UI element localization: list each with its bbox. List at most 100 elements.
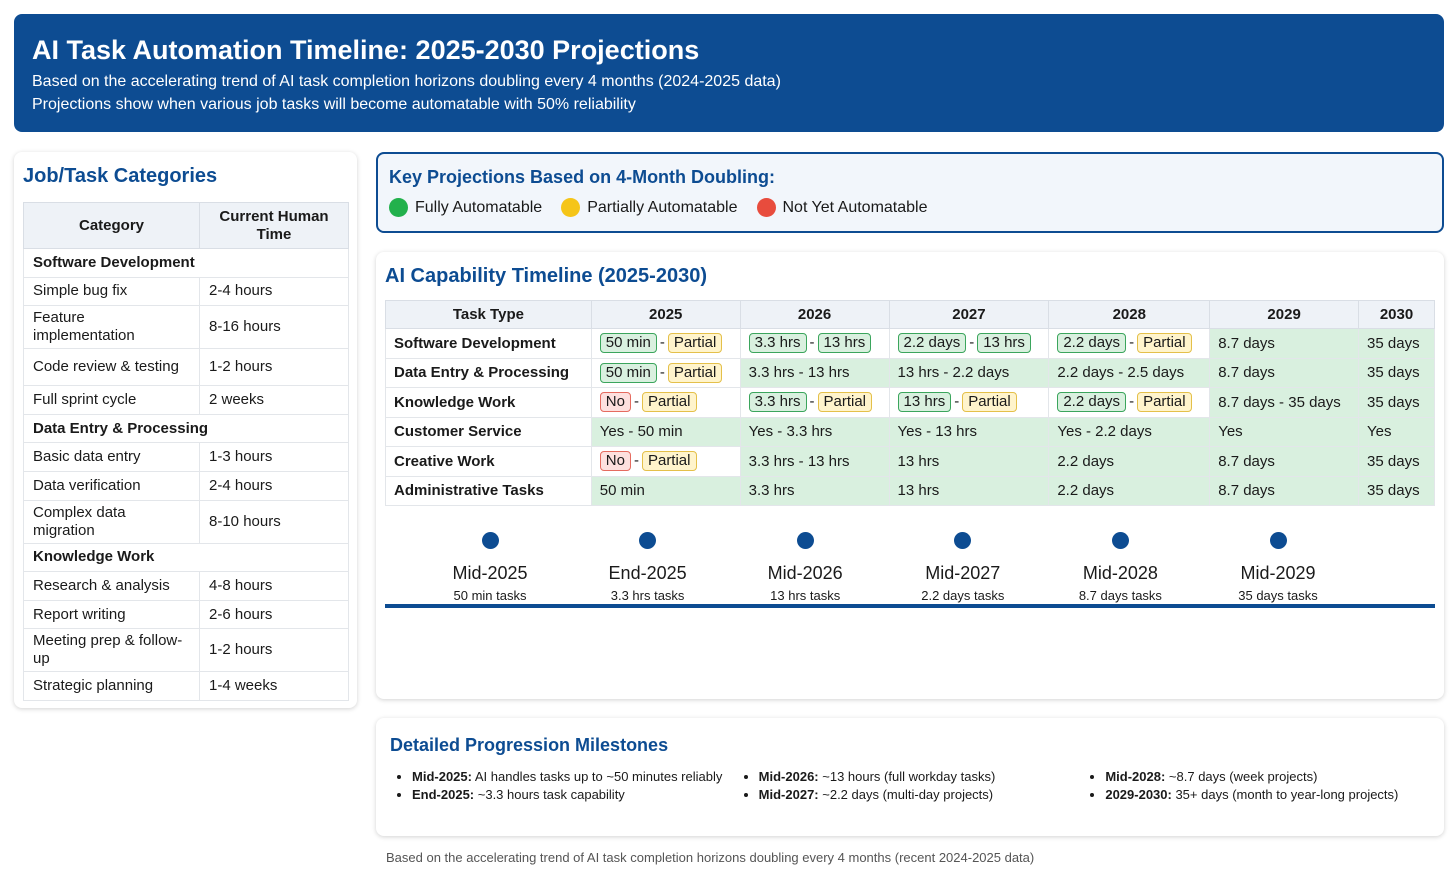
capability-cell: 8.7 days - 35 days bbox=[1209, 387, 1360, 418]
table-row: Code review & testing 1-2 hours bbox=[23, 348, 349, 387]
legend-label: Not Yet Automatable bbox=[782, 198, 928, 216]
timeline-dot-icon bbox=[796, 532, 814, 549]
milestone-column: Mid-2026: ~13 hours (full workday tasks)… bbox=[737, 768, 1084, 804]
col-header-year: 2030 bbox=[1358, 300, 1435, 329]
status-badge: 50 min bbox=[599, 333, 657, 354]
table-row: Knowledge Work No - Partial 3.3 hrs - Partial 1… bbox=[385, 387, 1435, 418]
capability-cell: 35 days bbox=[1358, 357, 1435, 388]
separator: - bbox=[633, 452, 639, 470]
list-item: Mid-2027: ~2.2 days (multi-day projects) bbox=[759, 786, 1084, 804]
milestone-text: ~3.3 hours task capability bbox=[474, 787, 625, 802]
job-categories-panel: Job/Task Categories Category Current Hum… bbox=[14, 152, 357, 708]
task-type-label: Knowledge Work bbox=[385, 387, 592, 418]
legend-dot-icon bbox=[756, 198, 776, 217]
key-projections-title: Key Projections Based on 4-Month Doublin… bbox=[389, 167, 776, 187]
legend-label: Partially Automatable bbox=[587, 198, 738, 216]
status-badge: 3.3 hrs bbox=[748, 392, 807, 413]
legend-item: Partially Automatable bbox=[561, 198, 738, 217]
status-badge: 50 min bbox=[599, 362, 657, 383]
timeline-point-sub: 2.2 days tasks bbox=[921, 588, 1005, 603]
list-item: Mid-2025: AI handles tasks up to ~50 min… bbox=[412, 768, 737, 786]
capability-cell: 50 min - Partial bbox=[590, 357, 741, 388]
task-name: Code review & testing bbox=[23, 348, 200, 387]
status-badge: 13 hrs bbox=[977, 333, 1031, 354]
table-row: Data verification 2-4 hours bbox=[23, 470, 349, 501]
task-type-label: Data Entry & Processing bbox=[385, 357, 592, 388]
milestone-key: Mid-2027: bbox=[758, 787, 819, 802]
list-item: Mid-2028: ~8.7 days (week projects) bbox=[1105, 768, 1430, 786]
milestone-key: Mid-2028: bbox=[1105, 769, 1166, 784]
legend-item: Not Yet Automatable bbox=[756, 198, 928, 217]
col-header-year: 2027 bbox=[888, 300, 1050, 329]
status-badge: 2.2 days bbox=[1057, 392, 1127, 413]
footnote: Based on the accelerating trend of AI ta… bbox=[386, 850, 1035, 865]
human-time: 1-2 hours bbox=[199, 348, 349, 387]
capability-cell: Yes bbox=[1358, 416, 1435, 447]
timeline-dot-icon bbox=[481, 532, 499, 549]
task-name: Complex data migration bbox=[23, 499, 200, 544]
capability-cell: 50 min bbox=[590, 475, 741, 506]
task-name: Feature implementation bbox=[23, 305, 200, 350]
list-item: 2029-2030: 35+ days (month to year-long … bbox=[1105, 786, 1430, 804]
task-name: Meeting prep & follow-up bbox=[23, 628, 200, 673]
status-badge: Partial bbox=[962, 392, 1017, 413]
capability-cell: Yes - 3.3 hrs bbox=[739, 416, 890, 447]
col-header-year: 2025 bbox=[590, 300, 741, 329]
task-name: Strategic planning bbox=[23, 671, 200, 701]
human-time: 2-6 hours bbox=[199, 599, 349, 630]
list-item: End-2025: ~3.3 hours task capability bbox=[412, 786, 737, 804]
capability-timeline-title: AI Capability Timeline (2025-2030) bbox=[385, 265, 707, 287]
task-name: Research & analysis bbox=[23, 571, 200, 601]
capability-cell: Yes bbox=[1209, 416, 1360, 447]
task-name: Full sprint cycle bbox=[23, 385, 200, 415]
timeline-point-label: Mid-2028 bbox=[1082, 563, 1158, 583]
task-name: Data verification bbox=[23, 470, 200, 501]
timeline-point: Mid-2027 2.2 days tasks bbox=[893, 532, 1033, 605]
status-badge: Partial bbox=[667, 333, 723, 354]
task-type-label: Software Development bbox=[385, 328, 592, 359]
human-time: 1-3 hours bbox=[199, 442, 349, 472]
section-row: Knowledge Work bbox=[23, 542, 349, 573]
capability-cell: 3.3 hrs bbox=[739, 475, 890, 506]
status-badge: Partial bbox=[641, 451, 697, 472]
capability-cell: 35 days bbox=[1358, 446, 1435, 477]
milestones-columns: Mid-2025: AI handles tasks up to ~50 min… bbox=[390, 768, 1430, 804]
header-subtitle-1: Based on the accelerating trend of AI ta… bbox=[32, 73, 781, 90]
job-categories-title: Job/Task Categories bbox=[23, 165, 218, 187]
milestone-list: Mid-2025: AI handles tasks up to ~50 min… bbox=[390, 768, 737, 804]
human-time: 2-4 hours bbox=[199, 470, 349, 501]
milestone-text: AI handles tasks up to ~50 minutes relia… bbox=[471, 769, 723, 784]
capability-cell: 8.7 days bbox=[1209, 328, 1360, 359]
capability-cell: 3.3 hrs - Partial bbox=[739, 387, 890, 418]
table-row: Simple bug fix 2-4 hours bbox=[23, 276, 349, 307]
table-row: Strategic planning 1-4 weeks bbox=[23, 671, 349, 701]
table-row: Research & analysis 4-8 hours bbox=[23, 571, 349, 601]
capability-cell: 2.2 days - Partial bbox=[1048, 328, 1211, 359]
milestone-text: 35+ days (month to year-long projects) bbox=[1171, 787, 1399, 802]
task-name: Basic data entry bbox=[23, 442, 200, 472]
milestone-list: Mid-2028: ~8.7 days (week projects)2029-… bbox=[1083, 768, 1430, 804]
legend-dot-icon bbox=[561, 198, 581, 217]
section-row: Software Development bbox=[23, 248, 349, 278]
timeline-point-sub: 13 hrs tasks bbox=[770, 588, 841, 603]
timeline-point: Mid-2026 13 hrs tasks bbox=[735, 532, 875, 605]
status-badge: Partial bbox=[1137, 333, 1192, 354]
capability-cell: 2.2 days bbox=[1048, 475, 1211, 506]
milestone-text: ~8.7 days (week projects) bbox=[1165, 769, 1318, 784]
section-row: Data Entry & Processing bbox=[23, 413, 349, 444]
status-badge: No bbox=[599, 451, 631, 472]
status-badge: No bbox=[599, 392, 631, 413]
capability-cell: Yes - 50 min bbox=[590, 416, 741, 447]
milestone-key: End-2025: bbox=[412, 787, 475, 802]
legend: Fully Automatable Partially Automatable No… bbox=[389, 198, 1431, 217]
timeline-line bbox=[385, 604, 1435, 608]
col-header-human-time: Current Human Time bbox=[199, 202, 349, 249]
col-header-year: 2029 bbox=[1209, 300, 1360, 329]
capability-cell: 3.3 hrs - 13 hrs bbox=[739, 357, 890, 388]
milestone-text: ~13 hours (full workday tasks) bbox=[818, 769, 996, 784]
table-row: Customer Service Yes - 50 min Yes - 3.3 hr… bbox=[385, 416, 1435, 447]
milestone-list: Mid-2026: ~13 hours (full workday tasks)… bbox=[737, 768, 1084, 804]
timeline-dot-icon bbox=[954, 532, 972, 549]
milestones-title: Detailed Progression Milestones bbox=[390, 735, 669, 755]
status-badge: 2.2 days bbox=[1057, 333, 1127, 354]
